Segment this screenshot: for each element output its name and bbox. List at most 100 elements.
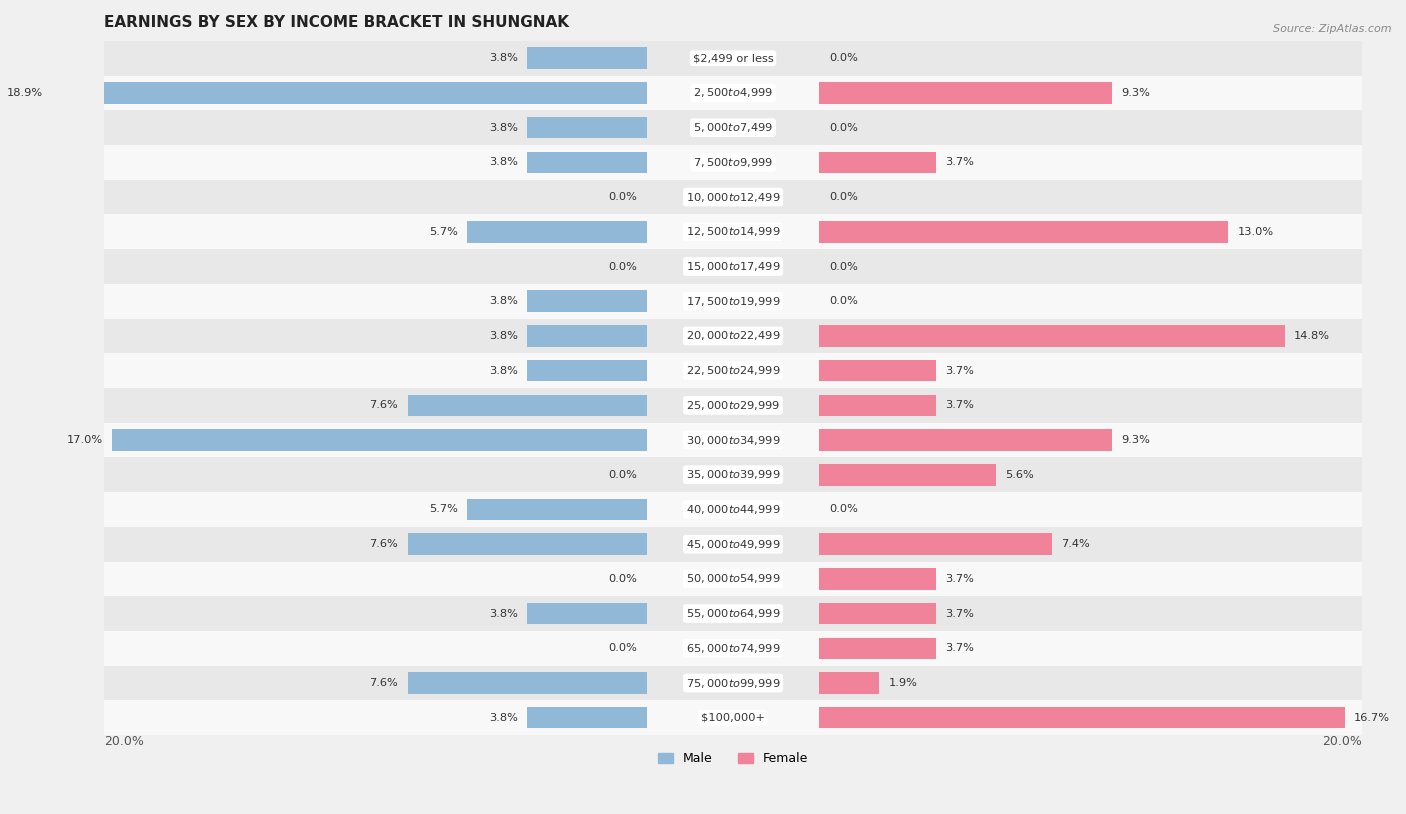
Bar	[527, 151, 647, 173]
Bar	[467, 499, 647, 520]
Text: $35,000 to $39,999: $35,000 to $39,999	[686, 468, 780, 481]
Bar	[527, 291, 647, 312]
Bar	[820, 325, 1285, 347]
Bar	[527, 603, 647, 624]
Bar	[820, 707, 1344, 729]
Bar	[112, 429, 647, 451]
Bar	[104, 666, 1362, 700]
Bar	[104, 562, 1362, 596]
Bar	[104, 76, 1362, 111]
Text: $10,000 to $12,499: $10,000 to $12,499	[686, 190, 780, 204]
Bar	[820, 82, 1112, 103]
Bar	[104, 527, 1362, 562]
Text: 0.0%: 0.0%	[830, 123, 858, 133]
Text: $20,000 to $22,499: $20,000 to $22,499	[686, 330, 780, 343]
Bar	[104, 214, 1362, 249]
Bar	[820, 672, 879, 694]
Text: $30,000 to $34,999: $30,000 to $34,999	[686, 434, 780, 447]
Text: 3.7%: 3.7%	[945, 643, 974, 654]
Text: $7,500 to $9,999: $7,500 to $9,999	[693, 155, 773, 168]
Bar	[527, 360, 647, 382]
Text: 0.0%: 0.0%	[609, 643, 637, 654]
Text: 3.8%: 3.8%	[489, 123, 517, 133]
Text: 0.0%: 0.0%	[830, 296, 858, 306]
Text: 9.3%: 9.3%	[1122, 435, 1150, 445]
Bar	[104, 596, 1362, 631]
Bar	[820, 637, 936, 659]
Text: 5.7%: 5.7%	[429, 505, 458, 514]
Text: $17,500 to $19,999: $17,500 to $19,999	[686, 295, 780, 308]
Bar	[820, 464, 995, 485]
Text: 9.3%: 9.3%	[1122, 88, 1150, 98]
Bar	[820, 151, 936, 173]
Text: 3.8%: 3.8%	[489, 296, 517, 306]
Text: $100,000+: $100,000+	[702, 713, 765, 723]
Text: 3.7%: 3.7%	[945, 574, 974, 584]
Bar	[104, 145, 1362, 180]
Bar	[104, 631, 1362, 666]
Text: 0.0%: 0.0%	[609, 470, 637, 479]
Text: $75,000 to $99,999: $75,000 to $99,999	[686, 676, 780, 689]
Text: 5.6%: 5.6%	[1005, 470, 1033, 479]
Bar	[104, 284, 1362, 318]
Legend: Male, Female: Male, Female	[652, 747, 813, 771]
Text: 14.8%: 14.8%	[1294, 331, 1330, 341]
Text: 0.0%: 0.0%	[609, 192, 637, 202]
Bar	[527, 47, 647, 69]
Bar	[104, 422, 1362, 457]
Text: $12,500 to $14,999: $12,500 to $14,999	[686, 225, 780, 239]
Bar	[104, 180, 1362, 214]
Text: $5,000 to $7,499: $5,000 to $7,499	[693, 121, 773, 134]
Bar	[467, 221, 647, 243]
Bar	[104, 700, 1362, 735]
Bar	[104, 388, 1362, 422]
Text: $2,499 or less: $2,499 or less	[693, 53, 773, 63]
Text: 7.6%: 7.6%	[370, 678, 398, 688]
Text: 16.7%: 16.7%	[1354, 713, 1391, 723]
Bar	[820, 221, 1229, 243]
Bar	[104, 318, 1362, 353]
Bar	[820, 603, 936, 624]
Text: 0.0%: 0.0%	[609, 574, 637, 584]
Bar	[408, 395, 647, 416]
Text: 0.0%: 0.0%	[830, 192, 858, 202]
Text: 3.7%: 3.7%	[945, 609, 974, 619]
Bar	[527, 117, 647, 138]
Bar	[408, 672, 647, 694]
Text: 20.0%: 20.0%	[1322, 735, 1362, 748]
Bar	[104, 41, 1362, 76]
Text: 1.9%: 1.9%	[889, 678, 918, 688]
Text: $65,000 to $74,999: $65,000 to $74,999	[686, 641, 780, 654]
Text: 3.8%: 3.8%	[489, 609, 517, 619]
Text: Source: ZipAtlas.com: Source: ZipAtlas.com	[1274, 24, 1392, 34]
Text: 7.6%: 7.6%	[370, 539, 398, 549]
Bar	[820, 395, 936, 416]
Text: 3.8%: 3.8%	[489, 713, 517, 723]
Bar	[527, 325, 647, 347]
Bar	[820, 360, 936, 382]
Text: 3.8%: 3.8%	[489, 157, 517, 168]
Bar	[820, 429, 1112, 451]
Text: $22,500 to $24,999: $22,500 to $24,999	[686, 364, 780, 377]
Text: 0.0%: 0.0%	[830, 261, 858, 272]
Text: 3.8%: 3.8%	[489, 331, 517, 341]
Text: 0.0%: 0.0%	[830, 53, 858, 63]
Bar	[820, 533, 1052, 555]
Text: 3.7%: 3.7%	[945, 400, 974, 410]
Bar	[104, 353, 1362, 388]
Text: 7.6%: 7.6%	[370, 400, 398, 410]
Bar	[104, 111, 1362, 145]
Text: 3.8%: 3.8%	[489, 53, 517, 63]
Bar	[408, 533, 647, 555]
Text: $2,500 to $4,999: $2,500 to $4,999	[693, 86, 773, 99]
Text: $55,000 to $64,999: $55,000 to $64,999	[686, 607, 780, 620]
Text: 5.7%: 5.7%	[429, 227, 458, 237]
Text: $40,000 to $44,999: $40,000 to $44,999	[686, 503, 780, 516]
Text: 17.0%: 17.0%	[66, 435, 103, 445]
Bar	[104, 457, 1362, 492]
Text: $45,000 to $49,999: $45,000 to $49,999	[686, 538, 780, 551]
Text: $15,000 to $17,499: $15,000 to $17,499	[686, 260, 780, 273]
Text: 0.0%: 0.0%	[830, 505, 858, 514]
Bar	[820, 568, 936, 589]
Bar	[52, 82, 647, 103]
